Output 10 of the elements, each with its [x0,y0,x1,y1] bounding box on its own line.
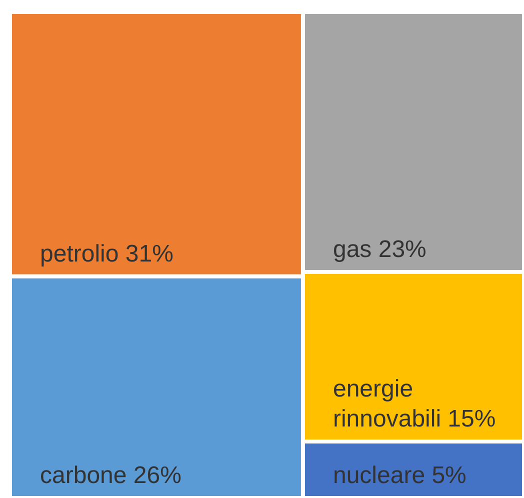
data-label: 31% [125,240,174,268]
data-label: 5% [432,462,466,489]
category-label: carbone [40,462,127,489]
category-label: petrolio [40,240,119,268]
data-label: 15% [448,405,496,432]
category-label: gas [332,236,372,263]
category-label: energie rinnovabili [332,375,442,432]
category-label: nucleare [332,462,426,489]
data-label: 26% [133,462,182,489]
data-label: 23% [378,236,426,263]
